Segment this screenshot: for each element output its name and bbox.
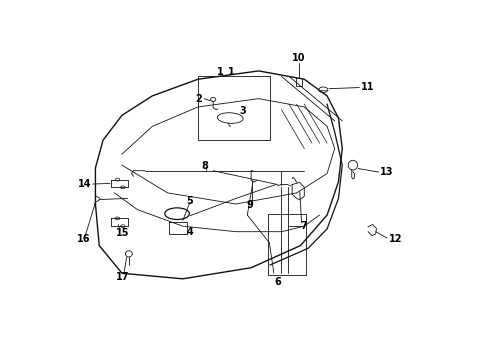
Text: 15: 15 — [117, 228, 130, 238]
Text: 6: 6 — [274, 277, 281, 287]
Text: 10: 10 — [292, 53, 306, 63]
Text: 1: 1 — [228, 67, 235, 77]
Bar — [268, 214, 306, 275]
Text: 16: 16 — [76, 234, 90, 244]
Text: 3: 3 — [240, 106, 246, 116]
Text: 17: 17 — [116, 272, 129, 282]
Text: 8: 8 — [201, 161, 208, 171]
Bar — [198, 76, 270, 140]
Text: 4: 4 — [187, 227, 194, 237]
Text: 11: 11 — [361, 82, 375, 92]
Text: 14: 14 — [78, 179, 92, 189]
Text: 2: 2 — [196, 94, 202, 104]
Text: 9: 9 — [247, 201, 254, 210]
Text: 5: 5 — [186, 196, 193, 206]
Text: 12: 12 — [389, 234, 402, 244]
Text: 7: 7 — [300, 221, 307, 231]
Bar — [296, 78, 302, 86]
Text: 1: 1 — [218, 67, 224, 77]
Text: 13: 13 — [380, 167, 394, 177]
